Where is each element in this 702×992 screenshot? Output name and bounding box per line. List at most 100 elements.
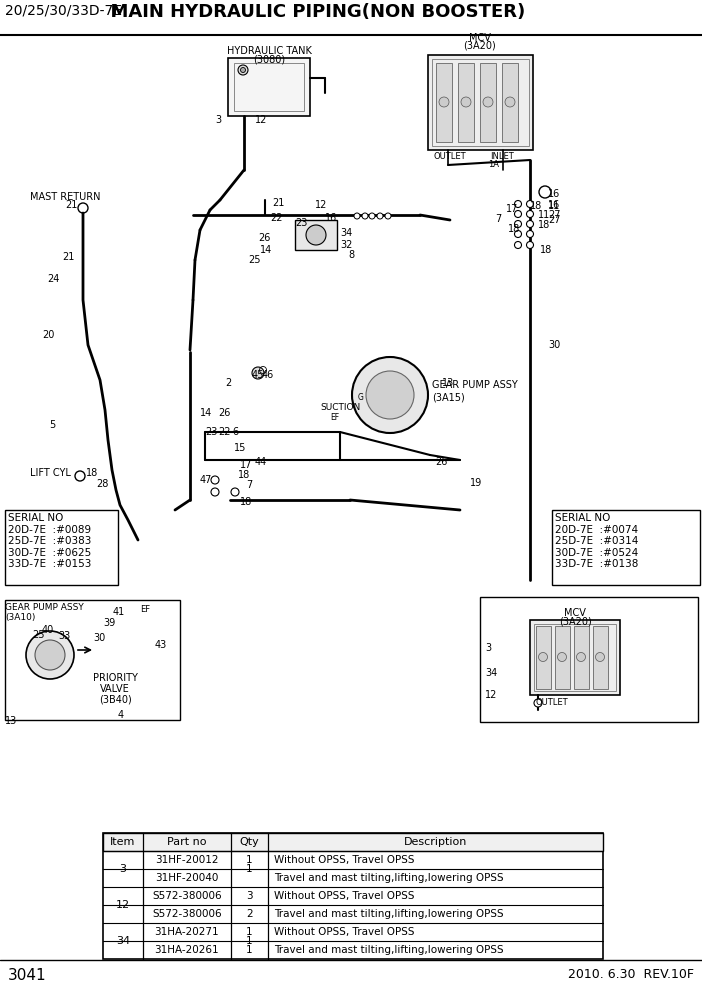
Text: 3: 3 <box>246 891 253 901</box>
Text: 22: 22 <box>218 427 230 437</box>
Circle shape <box>26 631 74 679</box>
Text: 16: 16 <box>548 200 560 210</box>
Circle shape <box>439 97 449 107</box>
Bar <box>103 833 603 851</box>
Text: Without OPSS, Travel OPSS: Without OPSS, Travel OPSS <box>274 855 414 865</box>
Text: 41: 41 <box>113 607 125 617</box>
Text: 1: 1 <box>246 945 253 955</box>
Text: 26: 26 <box>435 457 447 467</box>
Bar <box>5 510 118 585</box>
Circle shape <box>526 220 534 227</box>
Text: 13: 13 <box>442 378 454 388</box>
Text: 7: 7 <box>495 214 501 224</box>
Text: 18: 18 <box>508 224 520 234</box>
Text: GEAR PUMP ASSY: GEAR PUMP ASSY <box>5 603 84 612</box>
Text: 40: 40 <box>42 625 54 635</box>
Text: 34: 34 <box>116 936 130 946</box>
Text: 1A: 1A <box>488 160 499 169</box>
Text: 18: 18 <box>238 470 250 480</box>
Text: 12: 12 <box>485 690 498 700</box>
Text: 17: 17 <box>240 460 253 470</box>
Text: HYDRAULIC TANK: HYDRAULIC TANK <box>227 46 312 56</box>
Text: 3: 3 <box>119 864 126 874</box>
Text: Travel and mast tilting,lifting,lowering OPSS: Travel and mast tilting,lifting,lowering… <box>274 873 503 883</box>
Text: LIFT CYL: LIFT CYL <box>30 468 71 478</box>
Text: 12: 12 <box>116 900 130 910</box>
Text: 18: 18 <box>240 497 252 507</box>
Text: 27: 27 <box>548 210 560 220</box>
Text: 34: 34 <box>485 668 497 678</box>
Text: 23: 23 <box>205 427 218 437</box>
Text: 46: 46 <box>262 370 274 380</box>
Text: Without OPSS, Travel OPSS: Without OPSS, Travel OPSS <box>274 891 414 901</box>
Circle shape <box>526 230 534 237</box>
Circle shape <box>211 488 219 496</box>
Circle shape <box>461 97 471 107</box>
Text: SERIAL NO
20D-7E  :#0074
25D-7E  :#0314
30D-7E  :#0524
33D-7E  :#0138: SERIAL NO 20D-7E :#0074 25D-7E :#0314 30… <box>555 513 638 569</box>
Text: 22: 22 <box>270 213 282 223</box>
Circle shape <box>385 213 391 219</box>
Bar <box>428 55 533 150</box>
Text: 25: 25 <box>248 255 260 265</box>
Circle shape <box>35 640 65 670</box>
Text: MCV: MCV <box>469 33 491 43</box>
Text: 16: 16 <box>548 189 560 199</box>
Text: INLET: INLET <box>490 152 514 161</box>
Text: 1: 1 <box>246 927 253 937</box>
Circle shape <box>534 699 542 707</box>
Text: PRIORITY: PRIORITY <box>93 673 138 683</box>
Text: 31HF-20012: 31HF-20012 <box>155 855 218 865</box>
Circle shape <box>75 471 85 481</box>
Bar <box>234 63 304 111</box>
Text: MAIN HYDRAULIC PIPING(NON BOOSTER): MAIN HYDRAULIC PIPING(NON BOOSTER) <box>98 3 525 21</box>
Text: 33: 33 <box>58 631 70 641</box>
Circle shape <box>252 367 264 379</box>
Text: 14: 14 <box>260 245 272 255</box>
Circle shape <box>362 213 368 219</box>
Bar <box>593 626 608 689</box>
Circle shape <box>526 241 534 249</box>
Text: 18: 18 <box>538 220 550 230</box>
Text: 18: 18 <box>540 245 552 255</box>
Bar <box>574 626 589 689</box>
Bar <box>103 833 603 959</box>
Circle shape <box>515 200 522 207</box>
Circle shape <box>538 653 548 662</box>
Circle shape <box>515 230 522 237</box>
Circle shape <box>526 200 534 207</box>
Text: 3: 3 <box>215 115 221 125</box>
Text: 39: 39 <box>103 618 115 628</box>
Text: 21: 21 <box>62 252 75 262</box>
Text: 18: 18 <box>530 201 542 211</box>
Text: 43: 43 <box>155 640 167 650</box>
Text: 13: 13 <box>5 716 18 726</box>
Text: S572-380006: S572-380006 <box>152 909 222 919</box>
Text: VALVE: VALVE <box>100 684 130 694</box>
Text: EF: EF <box>140 605 150 614</box>
Text: 12: 12 <box>255 115 267 125</box>
Text: 15: 15 <box>234 443 246 453</box>
Text: 27: 27 <box>548 215 560 225</box>
Circle shape <box>78 203 88 213</box>
Text: 20: 20 <box>43 330 55 340</box>
Bar <box>534 624 616 691</box>
Text: 28: 28 <box>96 479 108 489</box>
Circle shape <box>515 220 522 227</box>
Circle shape <box>483 97 493 107</box>
Text: 30: 30 <box>548 340 560 350</box>
Bar <box>536 626 551 689</box>
Text: 20/25/30/33D-7E: 20/25/30/33D-7E <box>5 3 122 17</box>
Circle shape <box>595 653 604 662</box>
Bar <box>295 220 337 250</box>
Text: Item: Item <box>110 837 135 847</box>
Text: SUCTION: SUCTION <box>320 403 360 412</box>
Text: 17: 17 <box>506 204 518 214</box>
Text: 6: 6 <box>232 427 238 437</box>
Text: 8: 8 <box>348 250 354 260</box>
Bar <box>5 600 180 720</box>
Bar <box>480 597 698 722</box>
Text: 3: 3 <box>485 643 491 653</box>
Text: 1: 1 <box>246 936 253 946</box>
Circle shape <box>515 210 522 217</box>
Text: Qty: Qty <box>239 837 259 847</box>
